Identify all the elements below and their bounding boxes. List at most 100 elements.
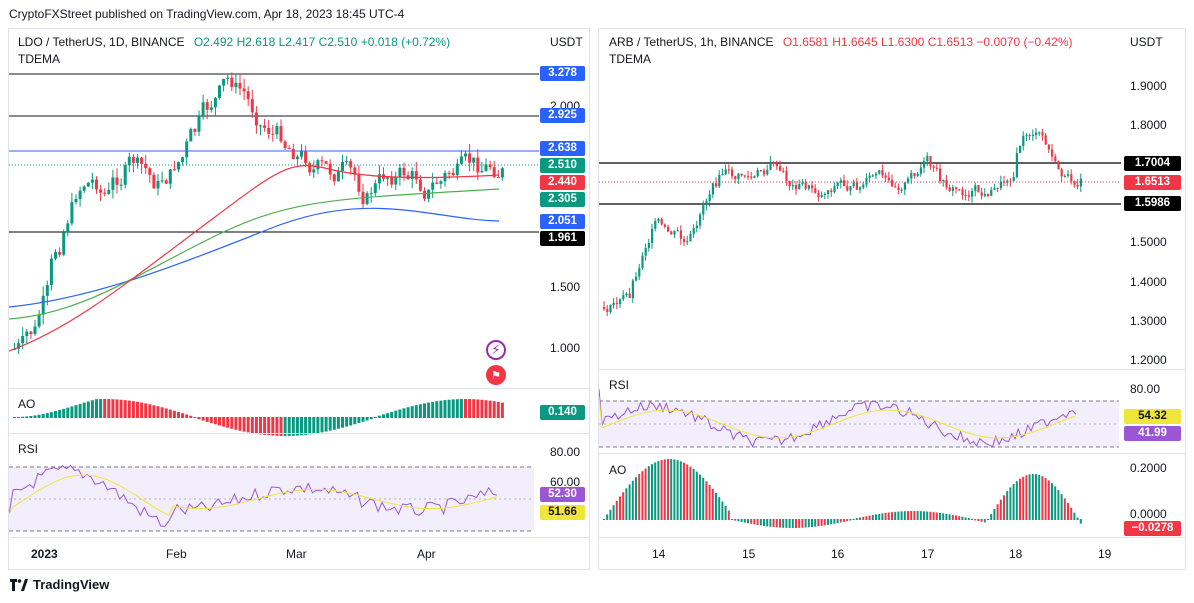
ldo-candle (25, 331, 29, 336)
arb-ao-bar (897, 511, 900, 520)
ldo-candle (279, 126, 283, 142)
ldo-ao-bar (123, 400, 127, 418)
arb-candle (865, 177, 868, 185)
ldo-ao-bar (119, 399, 123, 418)
arb-ao-bar (1063, 498, 1066, 520)
ldo-ao-bar (431, 401, 435, 418)
arb-chart-canvas[interactable] (599, 29, 1185, 569)
arb-candle (747, 176, 750, 178)
ldo-chart-panel[interactable]: LDO / TetherUS, 1D, BINANCE O2.492 H2.61… (8, 28, 590, 570)
arb-time-separator (599, 537, 1185, 538)
ldo-ao-bar (492, 401, 496, 418)
ldo-candle (336, 170, 340, 182)
ldo-candle (160, 180, 164, 182)
arb-ao-bar (782, 519, 785, 528)
ldo-tag-1961: 1.961 (540, 231, 585, 246)
arb-ao-bar (647, 466, 650, 520)
arb-ao-bar (1038, 474, 1041, 520)
arb-candle (827, 190, 830, 194)
arb-ao-bar (830, 519, 833, 525)
arb-ao-bar (660, 460, 663, 520)
tradingview-logo[interactable]: TradingView (10, 577, 109, 592)
ldo-ao-bar (168, 409, 172, 418)
ldo-ao-bar (402, 408, 406, 418)
arb-candle (939, 168, 942, 182)
arb-candle (804, 182, 807, 189)
arb-ao-bar (612, 505, 615, 520)
ldo-ao-bar (353, 417, 357, 425)
ldo-ao-bar (357, 417, 361, 424)
arb-ao-bar (833, 519, 836, 524)
arb-high: H1.6645 (832, 35, 878, 49)
ldo-candle (427, 189, 431, 199)
arb-ao-bar (686, 464, 689, 520)
arb-candle (1031, 135, 1034, 137)
arb-candle (916, 173, 919, 177)
arb-candle (1047, 144, 1050, 150)
arb-candle (1070, 174, 1073, 182)
ldo-candle (468, 153, 472, 163)
arb-rsi-ma-line (599, 396, 1076, 439)
ldo-candle (295, 156, 299, 160)
arb-candle (996, 187, 999, 189)
arb-symbol-legend: ARB / TetherUS, 1h, BINANCE O1.6581 H1.6… (609, 35, 1073, 49)
arb-ao-bar (945, 513, 948, 520)
ldo-candle (488, 164, 492, 168)
arb-low: L1.6300 (880, 35, 925, 49)
ldo-ao-bar (295, 417, 299, 436)
arb-candle (894, 186, 897, 188)
lightning-icon[interactable]: ⚡ (486, 340, 506, 360)
arb-ao-bar (868, 515, 871, 520)
ldo-ao-bar (177, 411, 180, 418)
arb-time-16: 16 (831, 547, 845, 561)
ldo-candle (238, 82, 242, 89)
ldo-rsi-level-80: 80.00 (550, 445, 581, 459)
arb-ao-bar (932, 512, 935, 520)
arb-ao-bar (811, 519, 813, 527)
arb-rsi-separator (599, 369, 1185, 370)
arb-ao-bar (993, 509, 996, 520)
ldo-ao-bar (140, 402, 144, 418)
arb-candle (615, 302, 618, 304)
ldo-ao-bar (328, 417, 332, 431)
ldo-candle (197, 115, 201, 132)
arb-chart-panel[interactable]: ARB / TetherUS, 1h, BINANCE O1.6581 H1.6… (598, 28, 1186, 570)
us-flag-icon[interactable]: ⚑ (486, 365, 506, 385)
ldo-ao-bar (459, 399, 463, 418)
ldo-ao-bar (472, 399, 476, 418)
ldo-ao-bar (144, 403, 148, 418)
arb-candle (1019, 145, 1022, 154)
arb-ao-bar (679, 461, 682, 520)
arb-candle (769, 161, 772, 170)
ldo-rsi-title: RSI (18, 442, 39, 456)
ldo-candle (140, 157, 144, 164)
arb-candle (1035, 132, 1038, 136)
ldo-candle (414, 171, 418, 180)
ldo-candle (86, 182, 90, 187)
arb-candle (660, 218, 663, 225)
arb-ao-bar (820, 519, 823, 526)
arb-ao-bar (750, 519, 753, 524)
ldo-candle (136, 157, 139, 163)
arb-rsi-value: 41.99 (1124, 426, 1181, 441)
arb-ao-bar (795, 519, 797, 528)
ldo-chart-canvas[interactable] (9, 29, 589, 569)
ldo-rsi-value: 52.30 (540, 487, 585, 502)
arb-ao-bar (609, 509, 612, 520)
arb-ao-bar (798, 519, 801, 528)
ldo-candle (447, 172, 451, 174)
ldo-candle (99, 189, 103, 193)
arb-ao-bar (1041, 476, 1044, 520)
ldo-candle (189, 129, 193, 142)
ldo-candle (49, 258, 53, 286)
arb-candle (683, 238, 686, 242)
ldo-candle (349, 161, 353, 168)
ldo-ao-bar (222, 417, 226, 427)
arb-candle (724, 169, 727, 175)
arb-ao-bar (910, 511, 913, 520)
ldo-candle (439, 181, 443, 184)
arb-ao-bar (846, 519, 849, 522)
ldo-candle (213, 97, 217, 108)
ldo-ao-bar (250, 417, 254, 434)
arb-ao-bar (894, 511, 897, 520)
